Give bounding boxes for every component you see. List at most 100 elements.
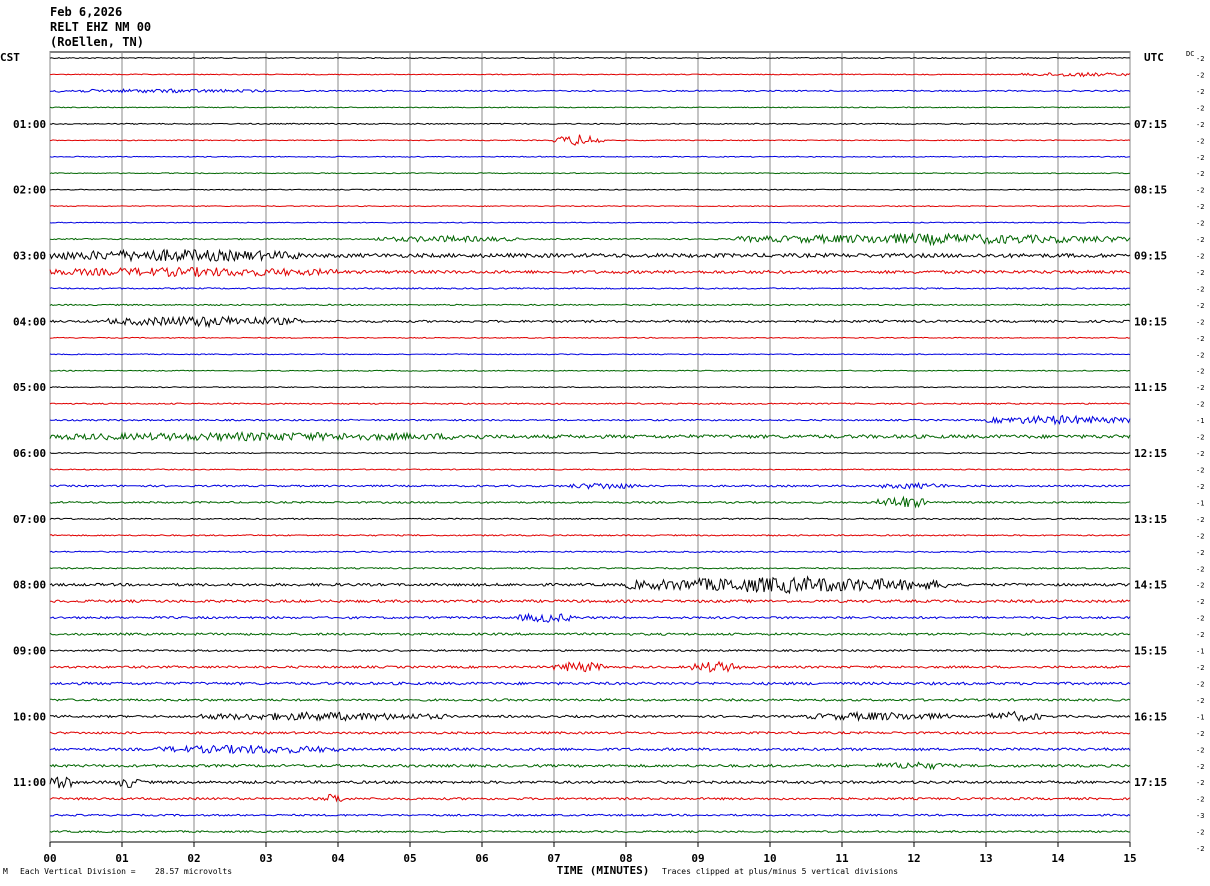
trace-row bbox=[49, 776, 1131, 789]
cst-hour-label: 10:00 bbox=[13, 710, 46, 723]
dc-offset: -2 bbox=[1196, 582, 1204, 590]
utc-label: UTC bbox=[1144, 51, 1164, 64]
clip-note: Traces clipped at plus/minus 5 vertical … bbox=[662, 867, 899, 876]
utc-hour-label: 08:15 bbox=[1134, 184, 1167, 197]
dc-offset: -2 bbox=[1196, 598, 1204, 606]
trace-row bbox=[49, 287, 1131, 290]
station-label: RELT EHZ NM 00 bbox=[50, 20, 152, 34]
cst-hour-label: 09:00 bbox=[13, 645, 46, 658]
x-tick-label: 05 bbox=[403, 852, 416, 865]
trace-row bbox=[50, 598, 1131, 604]
trace-row bbox=[49, 88, 1131, 94]
dc-offset: -2 bbox=[1196, 368, 1204, 376]
trace-row bbox=[49, 566, 1131, 570]
dc-offset: -2 bbox=[1196, 615, 1204, 623]
trace-row bbox=[49, 336, 1131, 339]
dc-offset: -2 bbox=[1196, 351, 1204, 359]
trace-row bbox=[49, 122, 1131, 125]
trace-row bbox=[49, 266, 1131, 278]
dc-offset: -2 bbox=[1196, 796, 1204, 804]
dc-offset: -1 bbox=[1196, 648, 1204, 656]
dc-offset: -2 bbox=[1196, 154, 1204, 162]
utc-hour-label: 15:15 bbox=[1134, 645, 1167, 658]
cst-hour-label: 05:00 bbox=[13, 381, 46, 394]
x-tick-label: 03 bbox=[259, 852, 272, 865]
dc-offset: -2 bbox=[1196, 434, 1204, 442]
dc-offset: -2 bbox=[1196, 697, 1204, 705]
trace-row bbox=[49, 414, 1131, 426]
trace-row bbox=[49, 71, 1131, 78]
utc-hour-label: 16:15 bbox=[1134, 710, 1167, 723]
dc-offset: -2 bbox=[1196, 746, 1204, 754]
dc-offset: -2 bbox=[1196, 302, 1204, 310]
dc-offset: -2 bbox=[1196, 631, 1204, 639]
trace-row bbox=[49, 303, 1131, 307]
dc-offset: -2 bbox=[1196, 845, 1204, 853]
cst-hour-label: 06:00 bbox=[13, 447, 46, 460]
dc-offset: -2 bbox=[1196, 285, 1204, 293]
x-tick-label: 07 bbox=[547, 852, 560, 865]
cst-hour-label: 02:00 bbox=[13, 184, 46, 197]
x-tick-label: 14 bbox=[1051, 852, 1065, 865]
cst-label: CST bbox=[0, 51, 20, 64]
footer-mark: M bbox=[3, 867, 8, 876]
trace-row bbox=[49, 353, 1131, 356]
dc-offset: -2 bbox=[1196, 121, 1204, 129]
cst-hour-label: 03:00 bbox=[13, 250, 46, 263]
trace-row bbox=[49, 205, 1131, 208]
date-label: Feb 6,2026 bbox=[50, 5, 123, 19]
x-tick-label: 01 bbox=[115, 852, 129, 865]
trace-row bbox=[49, 481, 1131, 490]
location-label: (RoEllen, TN) bbox=[50, 35, 144, 49]
trace-row bbox=[49, 648, 1131, 653]
x-tick-label: 11 bbox=[835, 852, 849, 865]
x-tick-label: 02 bbox=[187, 852, 200, 865]
plot-frame bbox=[49, 51, 1131, 843]
utc-hour-label: 07:15 bbox=[1134, 118, 1167, 131]
trace-row bbox=[49, 660, 1131, 673]
dc-offset: -2 bbox=[1196, 318, 1204, 326]
trace-row bbox=[49, 221, 1131, 224]
trace-row bbox=[49, 232, 1131, 247]
x-tick-label: 13 bbox=[979, 852, 992, 865]
dc-offset: -2 bbox=[1196, 71, 1204, 79]
dc-offset: -2 bbox=[1196, 203, 1204, 211]
dc-offset: -2 bbox=[1196, 236, 1204, 244]
trace-row bbox=[49, 56, 1131, 60]
cst-hour-label: 11:00 bbox=[13, 776, 46, 789]
dc-offset: -2 bbox=[1196, 253, 1204, 261]
dc-offset: -2 bbox=[1196, 549, 1204, 557]
x-tick-label: 00 bbox=[43, 852, 56, 865]
trace-row bbox=[49, 172, 1131, 175]
dc-offset: -2 bbox=[1196, 763, 1204, 771]
trace-row bbox=[49, 386, 1131, 389]
dc-offset: -2 bbox=[1196, 104, 1204, 112]
dc-offset: -2 bbox=[1196, 384, 1204, 392]
scale-value: 28.57 microvolts bbox=[155, 867, 233, 876]
dc-offset: -2 bbox=[1196, 88, 1204, 96]
x-tick-label: 12 bbox=[907, 852, 920, 865]
trace-row bbox=[49, 793, 1131, 803]
trace-row bbox=[49, 534, 1131, 537]
x-tick-label: 08 bbox=[619, 852, 632, 865]
x-tick-label: 06 bbox=[475, 852, 489, 865]
dc-offset: -3 bbox=[1196, 812, 1204, 820]
trace-row bbox=[49, 744, 1131, 755]
trace-row bbox=[49, 468, 1131, 471]
utc-hour-label: 13:15 bbox=[1134, 513, 1167, 526]
dc-offset: -2 bbox=[1196, 779, 1204, 787]
trace-row bbox=[49, 632, 1131, 636]
utc-hour-label: 17:15 bbox=[1134, 776, 1167, 789]
x-tick-label: 04 bbox=[331, 852, 345, 865]
dc-offset: -2 bbox=[1196, 137, 1204, 145]
trace-row bbox=[49, 369, 1131, 372]
trace-row bbox=[49, 248, 1131, 263]
dc-label: DC bbox=[1186, 50, 1194, 58]
utc-hour-label: 11:15 bbox=[1134, 381, 1167, 394]
cst-hour-label: 01:00 bbox=[13, 118, 46, 131]
dc-offset: -2 bbox=[1196, 532, 1204, 540]
dc-offset: -2 bbox=[1196, 680, 1204, 688]
utc-hour-label: 09:15 bbox=[1134, 250, 1167, 263]
trace-row bbox=[49, 134, 1131, 146]
